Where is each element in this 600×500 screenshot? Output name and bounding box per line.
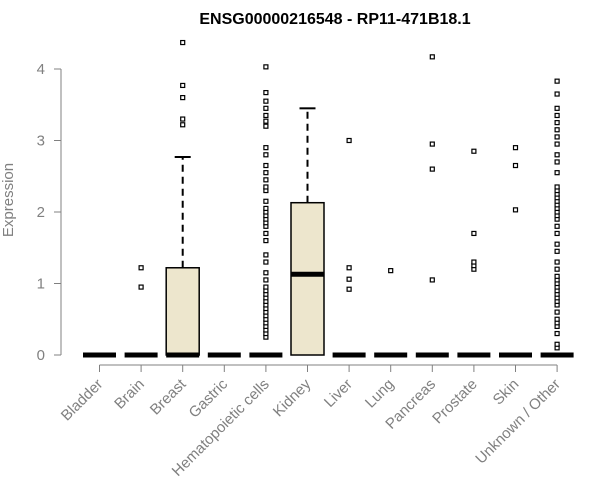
outlier-point	[554, 159, 560, 165]
outlier-point	[554, 316, 560, 322]
outlier-point	[346, 286, 352, 292]
outlier-point	[512, 162, 519, 169]
outlier-point	[263, 162, 269, 169]
outlier-point	[471, 259, 477, 265]
outlier-point	[554, 266, 560, 272]
box-group	[499, 145, 532, 358]
x-tick-label: Prostate	[429, 376, 481, 428]
outlier-point	[138, 284, 144, 290]
outlier-point	[554, 105, 560, 111]
outlier-point	[554, 184, 560, 190]
outlier-point	[180, 82, 186, 89]
outlier-point	[263, 270, 269, 276]
outlier-point	[263, 118, 269, 124]
outlier-point	[554, 273, 560, 279]
outlier-point	[554, 223, 560, 229]
outlier-point	[346, 265, 352, 271]
x-tick-label: Lung	[362, 376, 398, 412]
y-tick-label: 0	[37, 347, 45, 364]
outlier-point	[180, 122, 186, 128]
outlier-point	[554, 112, 560, 119]
x-tick-label: Breast	[147, 375, 190, 418]
outlier-point	[512, 207, 519, 213]
outlier-point	[554, 78, 560, 84]
box-group	[457, 148, 491, 358]
box-group	[165, 39, 200, 358]
outlier-point	[138, 265, 144, 271]
outlier-point	[263, 89, 269, 96]
outlier-point	[429, 277, 435, 283]
outlier-point	[554, 170, 560, 176]
outlier-point	[346, 276, 352, 282]
y-axis-title: Expression	[0, 163, 17, 237]
outlier-point	[554, 259, 560, 265]
outlier-point	[180, 116, 186, 122]
chart-title: ENSG00000216548 - RP11-471B18.1	[199, 11, 470, 28]
box-iqr	[290, 201, 325, 356]
outlier-point	[263, 123, 269, 129]
x-tick-label: Skin	[490, 376, 523, 409]
outlier-point	[471, 148, 477, 154]
box-iqr	[165, 267, 200, 356]
outlier-point	[554, 152, 560, 158]
outlier-point	[263, 238, 269, 244]
outlier-point	[263, 277, 269, 283]
outlier-point	[263, 112, 269, 119]
outlier-point	[429, 54, 435, 60]
box-group	[415, 54, 449, 358]
x-tick-label: Liver	[321, 376, 356, 411]
outlier-point	[554, 230, 560, 237]
outlier-point	[554, 241, 560, 247]
box-group	[290, 107, 325, 356]
outlier-point	[554, 341, 560, 347]
outlier-point	[263, 198, 269, 204]
outlier-point	[554, 91, 560, 97]
outlier-point	[471, 230, 477, 237]
box-group	[374, 268, 408, 358]
x-tick-label: Brain	[111, 376, 148, 413]
outlier-point	[554, 134, 560, 140]
outlier-point	[263, 284, 269, 290]
outlier-point	[263, 230, 269, 237]
outlier-point	[554, 120, 560, 126]
x-tick-label: Bladder	[58, 376, 107, 425]
outlier-point	[512, 145, 519, 151]
outlier-point	[263, 205, 269, 212]
outlier-point	[346, 137, 352, 144]
box-group	[332, 137, 366, 358]
outlier-point	[388, 268, 394, 274]
box-group	[540, 78, 574, 358]
outlier-point	[263, 105, 269, 111]
outlier-point	[554, 141, 560, 147]
x-tick-label: Kidney	[270, 375, 315, 420]
outlier-point	[429, 166, 435, 172]
boxes-layer	[83, 39, 574, 358]
outlier-point	[429, 141, 435, 147]
box-group	[124, 265, 158, 358]
outlier-point	[554, 127, 560, 133]
box-group	[249, 64, 283, 358]
y-tick-label: 1	[37, 276, 45, 293]
outlier-point	[554, 309, 560, 315]
outlier-point	[180, 39, 186, 46]
outlier-point	[263, 98, 269, 104]
y-tick-label: 2	[37, 204, 45, 221]
y-tick-label: 4	[37, 61, 45, 78]
y-axis: 0 1 2 3 4	[37, 61, 62, 364]
outlier-point	[263, 252, 269, 258]
outlier-point	[263, 184, 269, 190]
outlier-point	[554, 330, 560, 337]
outlier-point	[180, 94, 186, 101]
outlier-point	[263, 152, 269, 158]
outlier-point	[263, 64, 269, 70]
outlier-point	[263, 145, 269, 151]
outlier-point	[263, 259, 269, 265]
outlier-point	[263, 170, 269, 176]
y-tick-label: 3	[37, 133, 45, 150]
outlier-point	[263, 177, 269, 183]
outlier-point	[554, 248, 560, 254]
